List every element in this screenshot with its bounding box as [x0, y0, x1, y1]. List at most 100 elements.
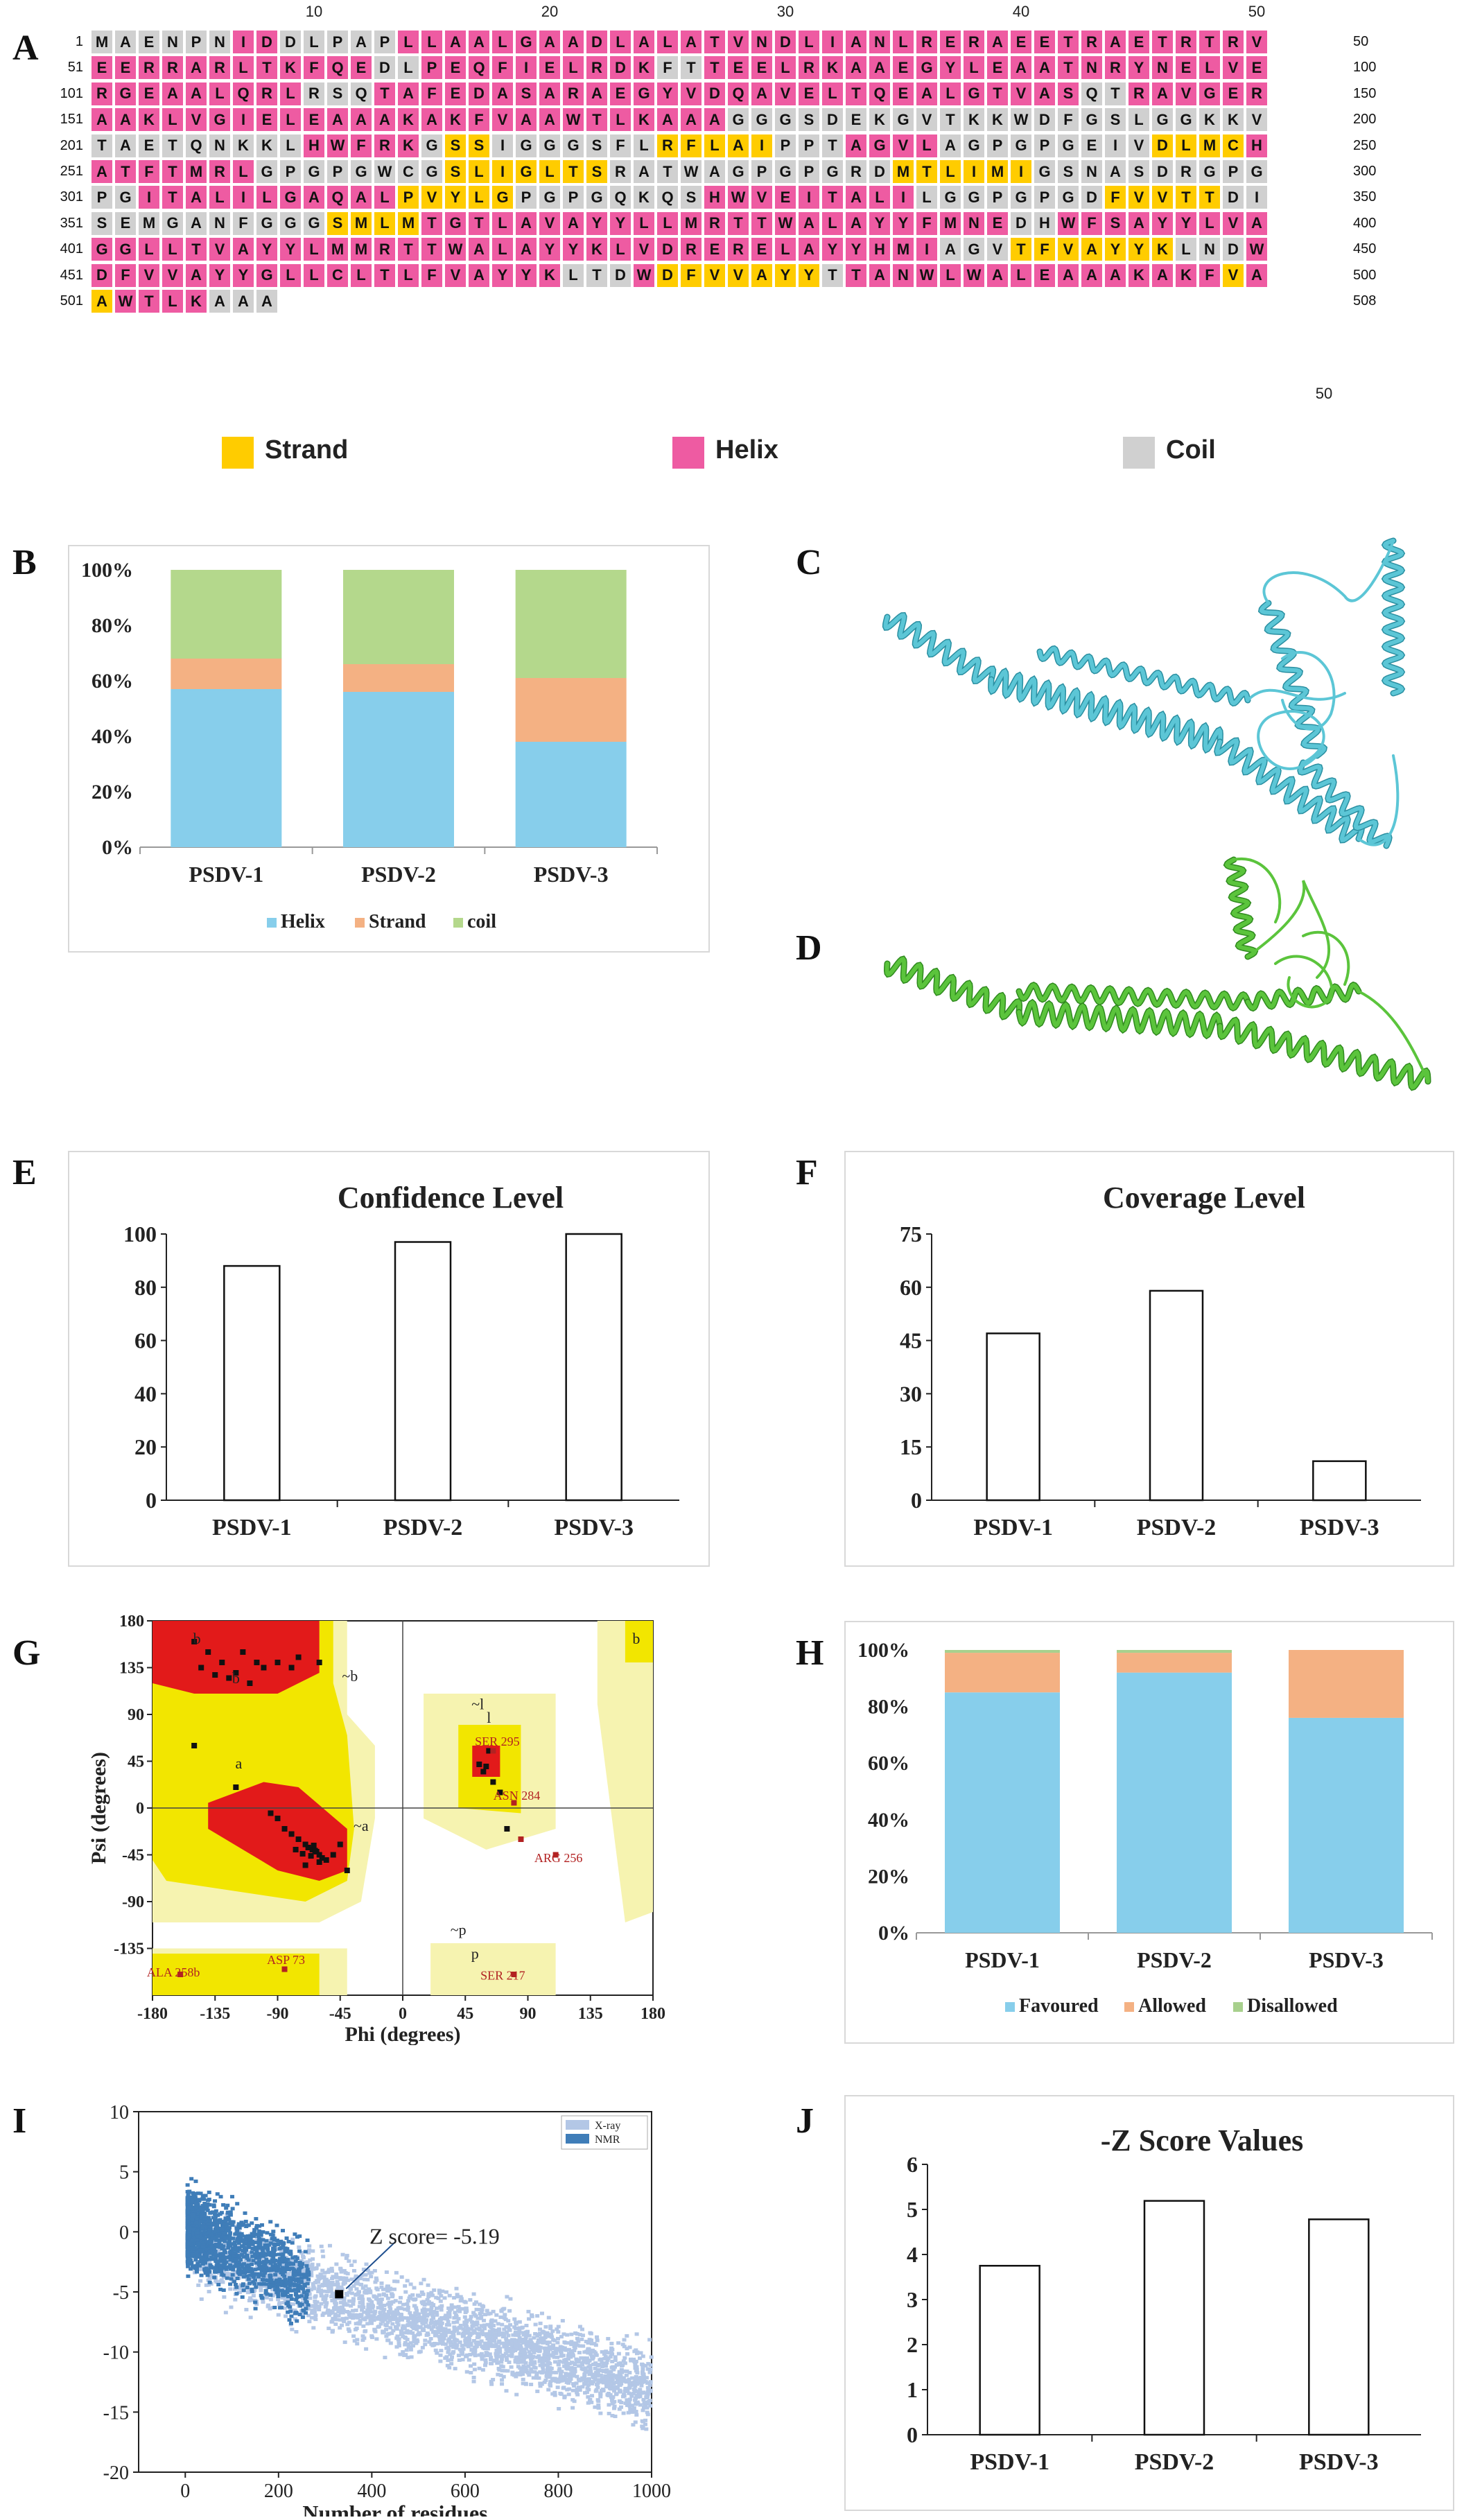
residue-cell: S — [1058, 160, 1079, 183]
residue-cell: T — [186, 238, 207, 261]
xray-point — [558, 2374, 563, 2378]
xray-point — [482, 2345, 487, 2349]
xray-point — [381, 2330, 386, 2334]
seq-row-end: 400 — [1353, 215, 1377, 231]
nmr-point — [252, 2252, 257, 2256]
xray-point — [539, 2311, 544, 2315]
xray-point — [204, 2263, 209, 2268]
residue-cell: S — [469, 134, 489, 157]
residue-cell: L — [610, 31, 631, 53]
residue-cell: Y — [563, 238, 584, 261]
residue-cell: G — [1011, 186, 1031, 209]
xray-point — [421, 2322, 426, 2326]
nmr-point — [255, 2252, 260, 2256]
xray-point — [374, 2276, 378, 2280]
xray-point — [471, 2323, 476, 2327]
helix-ribbon — [1224, 858, 1257, 959]
legend-label-favoured: Favoured — [1019, 1995, 1099, 2017]
x-tick-label: PSDV-3 — [1300, 1515, 1379, 1540]
nmr-point — [223, 2250, 227, 2254]
nmr-point — [244, 2248, 249, 2252]
xray-point — [559, 2392, 564, 2396]
residue-cell: H — [704, 186, 725, 209]
xray-point — [467, 2358, 471, 2362]
residue-cell: A — [846, 56, 866, 80]
nmr-point — [202, 2217, 207, 2221]
xray-point — [482, 2323, 487, 2327]
xray-point — [258, 2277, 263, 2282]
xray-point — [644, 2427, 649, 2431]
residue-cell: G — [916, 56, 937, 80]
nmr-point — [196, 2198, 201, 2202]
residue-cell: D — [256, 31, 277, 53]
xray-point — [415, 2293, 420, 2297]
residue-cell: A — [351, 31, 372, 53]
residue-cell: A — [751, 263, 772, 287]
xray-point — [313, 2313, 318, 2318]
residue-cell: F — [469, 108, 489, 132]
xray-point — [516, 2334, 521, 2338]
xray-point — [598, 2395, 603, 2399]
residue-cell: T — [563, 160, 584, 183]
residue-cell: A — [869, 263, 890, 287]
residue-cell: T — [1058, 56, 1079, 80]
nmr-point — [236, 2224, 241, 2228]
xray-point — [385, 2288, 390, 2293]
xray-point — [334, 2262, 339, 2266]
xray-point — [435, 2313, 439, 2317]
nmr-point — [270, 2254, 275, 2258]
residue-cell: A — [1246, 263, 1267, 287]
xray-point — [529, 2346, 534, 2350]
xray-point — [600, 2376, 604, 2380]
xray-point — [433, 2348, 438, 2352]
xray-point — [295, 2262, 300, 2266]
xray-point — [446, 2320, 451, 2324]
xray-point — [486, 2332, 491, 2336]
xray-point — [567, 2347, 572, 2352]
nmr-point — [227, 2254, 232, 2259]
residue-cell: F — [1199, 263, 1220, 287]
residue-cell: P — [799, 134, 819, 157]
xray-point — [552, 2355, 557, 2359]
xray-point — [570, 2370, 575, 2374]
residue-cell: A — [586, 82, 607, 105]
xray-point — [391, 2317, 396, 2321]
residue-cell: F — [1058, 108, 1079, 132]
xray-point — [344, 2276, 349, 2280]
nmr-point — [236, 2270, 241, 2275]
xray-point — [311, 2282, 315, 2286]
nmr-point — [214, 2245, 218, 2249]
seq-row-start: 351 — [60, 215, 83, 231]
residue-cell: K — [1128, 263, 1149, 287]
xray-point — [529, 2382, 534, 2386]
nmr-point — [242, 2268, 247, 2273]
xray-point — [527, 2349, 532, 2354]
nmr-point — [283, 2277, 288, 2282]
nmr-point — [230, 2273, 235, 2277]
nmr-point — [207, 2270, 212, 2274]
xray-point — [491, 2309, 496, 2313]
nmr-point — [191, 2250, 195, 2254]
xray-point — [480, 2367, 485, 2372]
xray-point — [421, 2292, 426, 2296]
seq-row-end: 50 — [1353, 34, 1369, 49]
xray-point — [395, 2279, 400, 2284]
xray-point — [627, 2400, 631, 2404]
nmr-point — [259, 2273, 264, 2277]
xray-point — [431, 2325, 436, 2329]
xray-point — [361, 2305, 366, 2309]
xray-point — [585, 2386, 590, 2390]
xray-point — [363, 2284, 368, 2288]
xray-point — [645, 2390, 650, 2394]
xray-point — [556, 2362, 561, 2366]
xray-point — [521, 2364, 526, 2368]
residue-cell: L — [634, 134, 654, 157]
xray-point — [333, 2304, 338, 2308]
xray-point — [572, 2367, 577, 2372]
xray-point — [494, 2345, 498, 2349]
xray-point — [572, 2361, 577, 2365]
residue-cell: D — [657, 238, 678, 261]
xray-point — [352, 2339, 357, 2343]
residue-cell: I — [516, 56, 537, 80]
xray-point — [626, 2379, 631, 2383]
